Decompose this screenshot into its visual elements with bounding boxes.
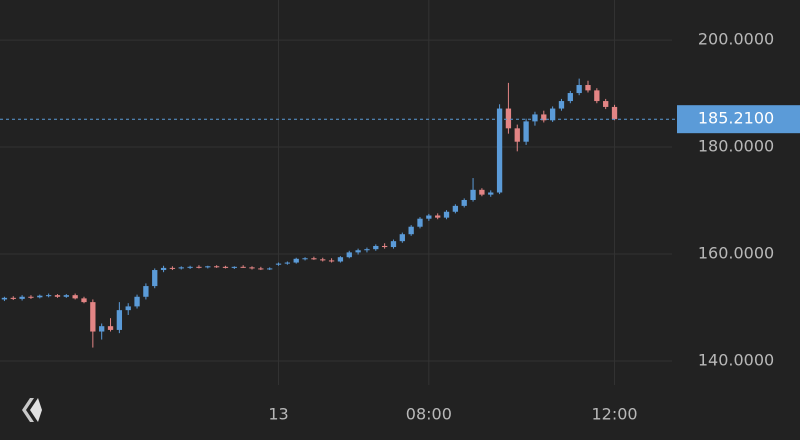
candle-body <box>461 199 467 206</box>
x-tick-label: 12:00 <box>591 405 637 424</box>
candle-body <box>558 101 565 109</box>
y-tick-label: 160.0000 <box>698 243 774 262</box>
candle-body <box>452 205 459 212</box>
candle-body <box>364 249 370 251</box>
y-tick-label: 180.0000 <box>698 137 774 156</box>
candle-body <box>346 252 352 258</box>
candle-body <box>399 234 405 242</box>
candle-body <box>470 189 476 200</box>
candle-body <box>37 295 43 298</box>
candle-body <box>19 296 25 299</box>
y-tick-label: 200.0000 <box>698 30 774 49</box>
candle-body <box>10 297 16 299</box>
candle-body <box>275 263 282 265</box>
candle-body <box>417 218 423 227</box>
candle-body <box>532 114 538 122</box>
candle-body <box>81 298 87 303</box>
candle-body <box>205 266 211 268</box>
candle-body <box>576 85 582 94</box>
candle-body <box>169 267 176 269</box>
candle-body <box>585 85 591 91</box>
candle-body <box>152 270 158 287</box>
candle-body <box>496 108 503 193</box>
candle-body <box>373 245 379 250</box>
candle-body <box>222 266 229 268</box>
candle-body <box>479 189 485 195</box>
candle-body <box>196 266 202 268</box>
candle-body <box>54 295 61 297</box>
candle-body <box>505 108 512 129</box>
candle-body <box>311 258 317 260</box>
candle-body <box>258 268 264 270</box>
candle-body <box>514 128 520 142</box>
candle-body <box>435 215 441 218</box>
candle-body <box>134 296 140 307</box>
x-tick-label: 13 <box>268 405 288 424</box>
candle-body <box>231 266 237 268</box>
candle-body <box>541 114 547 121</box>
candle-body <box>408 226 414 235</box>
candle-body <box>355 250 361 253</box>
candle-body <box>320 259 326 261</box>
candle-body <box>267 268 273 270</box>
candle-body <box>28 296 34 298</box>
candle-body <box>160 267 167 271</box>
candle-body <box>293 258 299 263</box>
candle-body <box>381 245 388 248</box>
candle-body <box>240 266 246 268</box>
y-tick-label: 140.0000 <box>698 350 774 369</box>
candle-body <box>249 267 255 269</box>
candle-body <box>488 192 494 195</box>
candle-body <box>337 257 344 262</box>
candle-body <box>611 106 618 120</box>
candle-body <box>443 211 450 218</box>
candle-body <box>125 306 131 311</box>
candle-body <box>99 326 105 332</box>
candle-body <box>426 215 432 219</box>
candle-body <box>594 90 600 102</box>
last-price-box <box>677 105 800 134</box>
x-tick-label: 08:00 <box>406 405 452 424</box>
logo <box>22 398 42 422</box>
candle-body <box>213 266 220 268</box>
candle-body <box>116 310 123 330</box>
candle-body <box>143 286 149 297</box>
last-price-label: 185.2100 <box>698 109 774 128</box>
candle-body <box>567 93 573 102</box>
candle-body <box>523 121 529 142</box>
candle-body <box>178 267 184 269</box>
candle-body <box>1 297 8 300</box>
candle-body <box>187 266 193 268</box>
candle-body <box>72 295 78 299</box>
candle-body <box>603 101 609 107</box>
candle-body <box>90 302 96 332</box>
candle-body <box>390 241 397 248</box>
candle-body <box>45 295 52 297</box>
candle-body <box>549 108 556 121</box>
candle-body <box>107 326 114 330</box>
candle-body <box>302 258 308 260</box>
candle-body <box>284 262 291 264</box>
candle-body <box>63 295 69 297</box>
candle-body <box>328 260 335 262</box>
